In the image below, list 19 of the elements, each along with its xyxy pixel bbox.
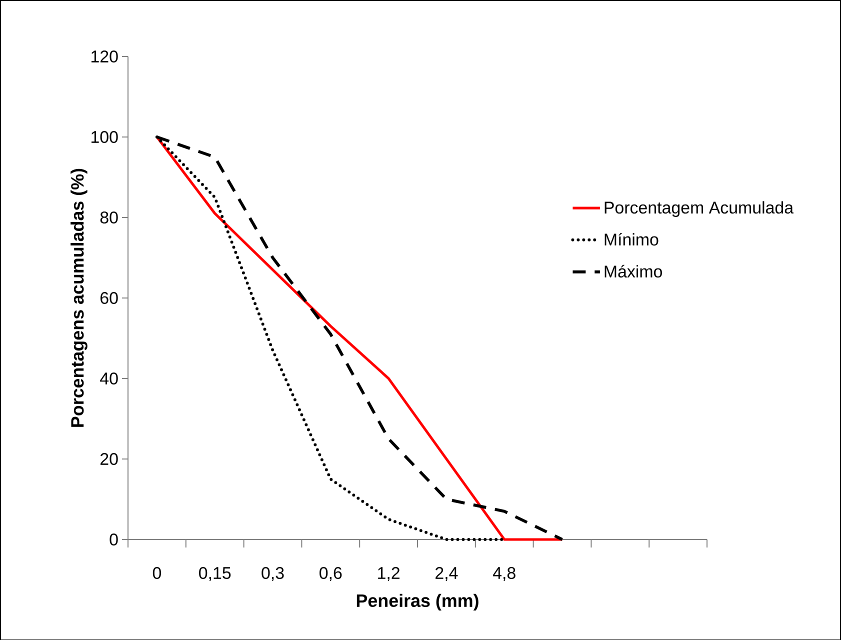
x-tick-label: 4,8 bbox=[492, 566, 516, 581]
legend-label: Máximo bbox=[604, 264, 662, 278]
y-tick-label: 0 bbox=[110, 533, 118, 546]
x-tick-label: 0,15 bbox=[199, 566, 231, 581]
x-axis-title: Peneiras (mm) bbox=[356, 594, 478, 610]
y-tick-label: 80 bbox=[100, 211, 118, 224]
y-tick-label: 120 bbox=[92, 50, 118, 62]
legend-label: Mínimo bbox=[604, 232, 658, 246]
y-tick-label: 40 bbox=[100, 372, 118, 384]
y-tick-label: 60 bbox=[100, 292, 118, 304]
x-tick-label: 0,6 bbox=[320, 566, 342, 581]
x-tick-label: 0 bbox=[152, 566, 162, 579]
x-tick-label: 0,3 bbox=[262, 566, 284, 581]
y-axis-title: Porcentagens acumuladas (%) bbox=[70, 168, 88, 427]
legend-label: Porcentagem Acumulada bbox=[604, 200, 794, 217]
x-tick-label: 1,2 bbox=[378, 566, 400, 581]
x-tick-label: 2,4 bbox=[436, 566, 458, 581]
y-tick-label: 20 bbox=[100, 452, 118, 465]
y-tick-label: 100 bbox=[92, 130, 118, 143]
